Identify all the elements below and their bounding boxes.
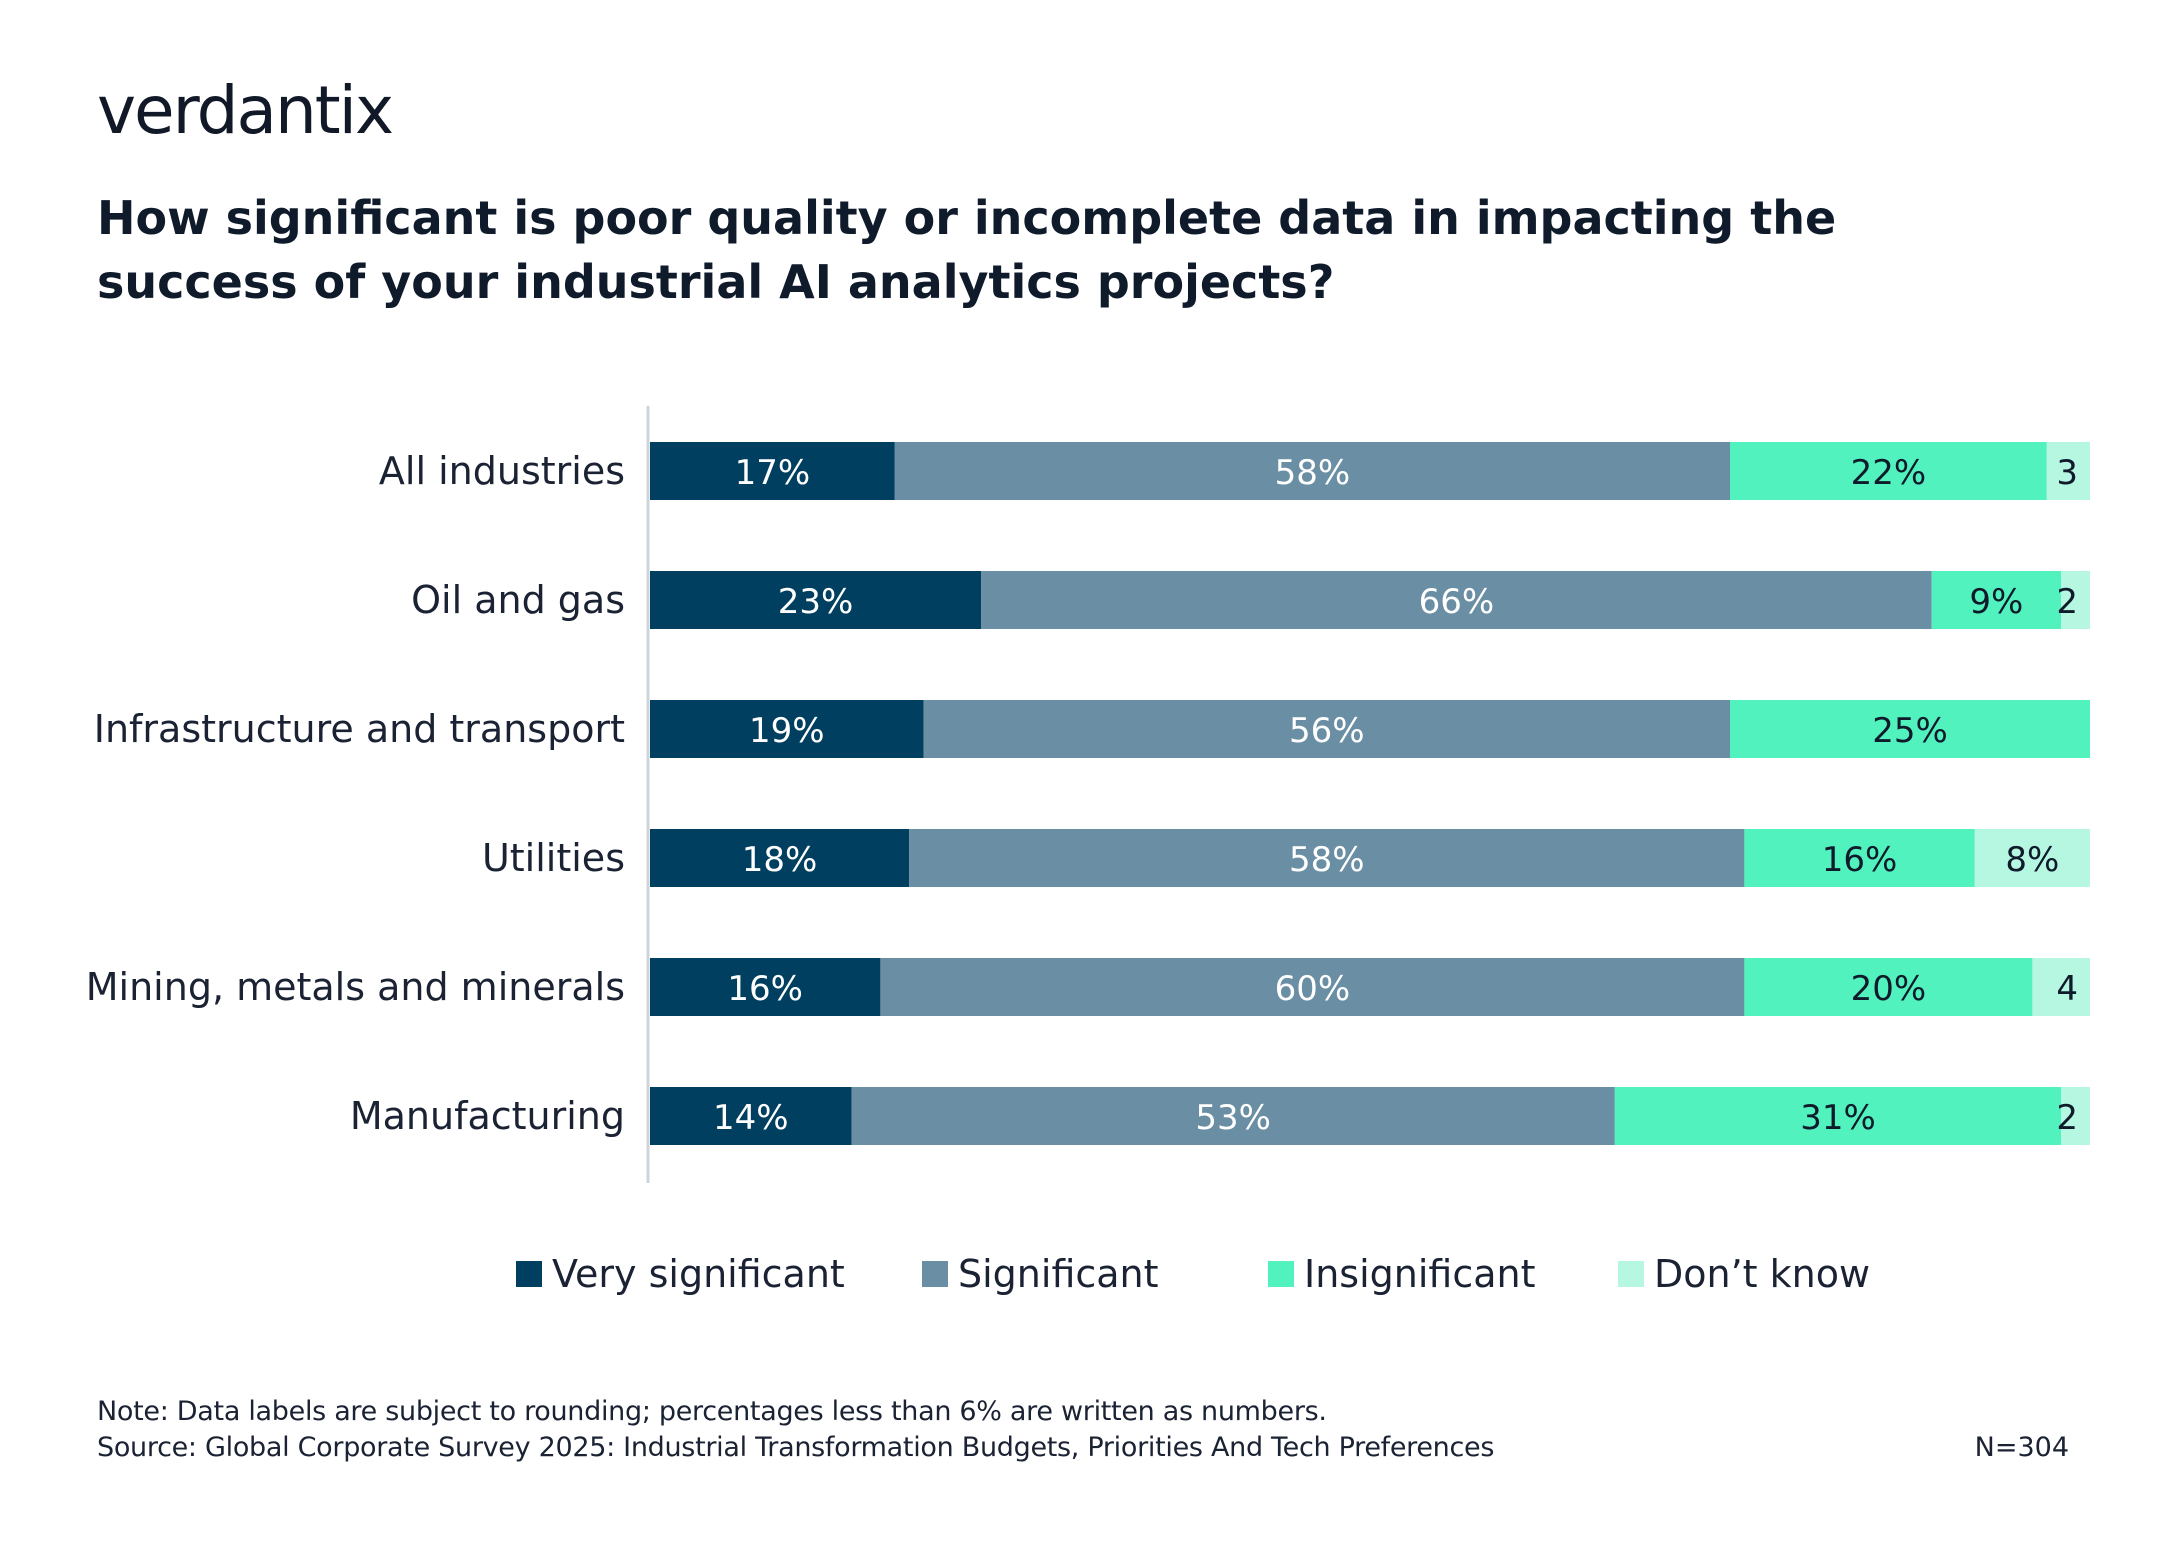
data-label: 23% <box>778 582 854 622</box>
bar-segment <box>1744 958 2033 1016</box>
bar-segment <box>2061 1087 2090 1145</box>
bar-segment <box>851 1087 1615 1145</box>
data-label: 60% <box>1275 969 1351 1009</box>
data-label: 3 <box>2056 453 2078 493</box>
category-label: All industries <box>379 449 625 493</box>
data-label: 56% <box>1289 711 1365 751</box>
bar-segment <box>1614 1087 2062 1145</box>
bar-segment <box>1730 700 2090 758</box>
data-label: 20% <box>1851 969 1927 1009</box>
data-label: 19% <box>749 711 825 751</box>
bar-segment <box>1730 442 2047 500</box>
sample-size: N=304 <box>1974 1432 2069 1463</box>
data-label: 58% <box>1289 840 1365 880</box>
category-label: Manufacturing <box>350 1094 625 1138</box>
bar-segment <box>650 958 881 1016</box>
data-label: 25% <box>1872 711 1948 751</box>
legend: Very significant Significant Insignifica… <box>510 1244 1910 1304</box>
bar-segment <box>650 829 910 887</box>
chart-title: How significant is poor quality or incom… <box>97 191 1837 309</box>
legend-item-significant: Significant <box>922 1244 1159 1304</box>
bar-segment <box>2046 442 2090 500</box>
data-label: 8% <box>2005 840 2059 880</box>
data-label: 2 <box>2056 582 2078 622</box>
legend-swatch <box>922 1261 948 1287</box>
legend-label: Insignificant <box>1304 1252 1536 1296</box>
bar-segment <box>650 1087 852 1145</box>
bar-segment <box>1931 571 2062 629</box>
category-label: Oil and gas <box>411 578 625 622</box>
data-label: 17% <box>735 453 811 493</box>
bar-segment <box>2061 571 2090 629</box>
data-label: 2 <box>2056 1098 2078 1138</box>
category-label: Infrastructure and transport <box>94 707 625 751</box>
footnote: Note: Data labels are subject to roundin… <box>97 1394 1494 1466</box>
bar-segment <box>650 571 982 629</box>
source-text: Source: Global Corporate Survey 2025: In… <box>97 1432 1495 1463</box>
bar-segment <box>2032 958 2090 1016</box>
data-label: 58% <box>1275 453 1351 493</box>
data-label: 16% <box>727 969 803 1009</box>
data-label: 31% <box>1800 1098 1876 1138</box>
bar-segment <box>1744 829 1975 887</box>
category-label: Mining, metals and minerals <box>86 965 625 1009</box>
data-label: 4 <box>2056 969 2078 1009</box>
bar-segment <box>909 829 1745 887</box>
legend-swatch <box>1618 1261 1644 1287</box>
bar-segment <box>650 442 895 500</box>
bar-segment <box>1974 829 2090 887</box>
note-text: Note: Data labels are subject to roundin… <box>97 1396 1327 1427</box>
verdantix-logo: verdantix <box>97 72 394 149</box>
data-label: 53% <box>1195 1098 1271 1138</box>
legend-item-insignificant: Insignificant <box>1268 1244 1536 1304</box>
data-label: 22% <box>1851 453 1927 493</box>
legend-label: Very significant <box>552 1252 845 1296</box>
stacked-bar-chart: All industries 17% 58% 22% 3 Oil and gas 23% 66… <box>86 406 2090 1183</box>
bar-segment <box>923 700 1730 758</box>
legend-label: Don’t know <box>1654 1252 1871 1296</box>
data-label: 16% <box>1822 840 1898 880</box>
data-label: 9% <box>1969 582 2023 622</box>
category-label: Utilities <box>482 836 625 880</box>
legend-label: Significant <box>958 1252 1159 1296</box>
legend-item-very-significant: Very significant <box>516 1244 845 1304</box>
legend-swatch <box>516 1261 542 1287</box>
bar-segment <box>880 958 1745 1016</box>
data-label: 18% <box>742 840 818 880</box>
bar-segment <box>650 700 924 758</box>
bar-segment <box>981 571 1932 629</box>
legend-swatch <box>1268 1261 1294 1287</box>
legend-item-dont-know: Don’t know <box>1618 1244 1870 1304</box>
data-label: 14% <box>713 1098 789 1138</box>
bar-segment <box>894 442 1730 500</box>
data-label: 66% <box>1419 582 1495 622</box>
